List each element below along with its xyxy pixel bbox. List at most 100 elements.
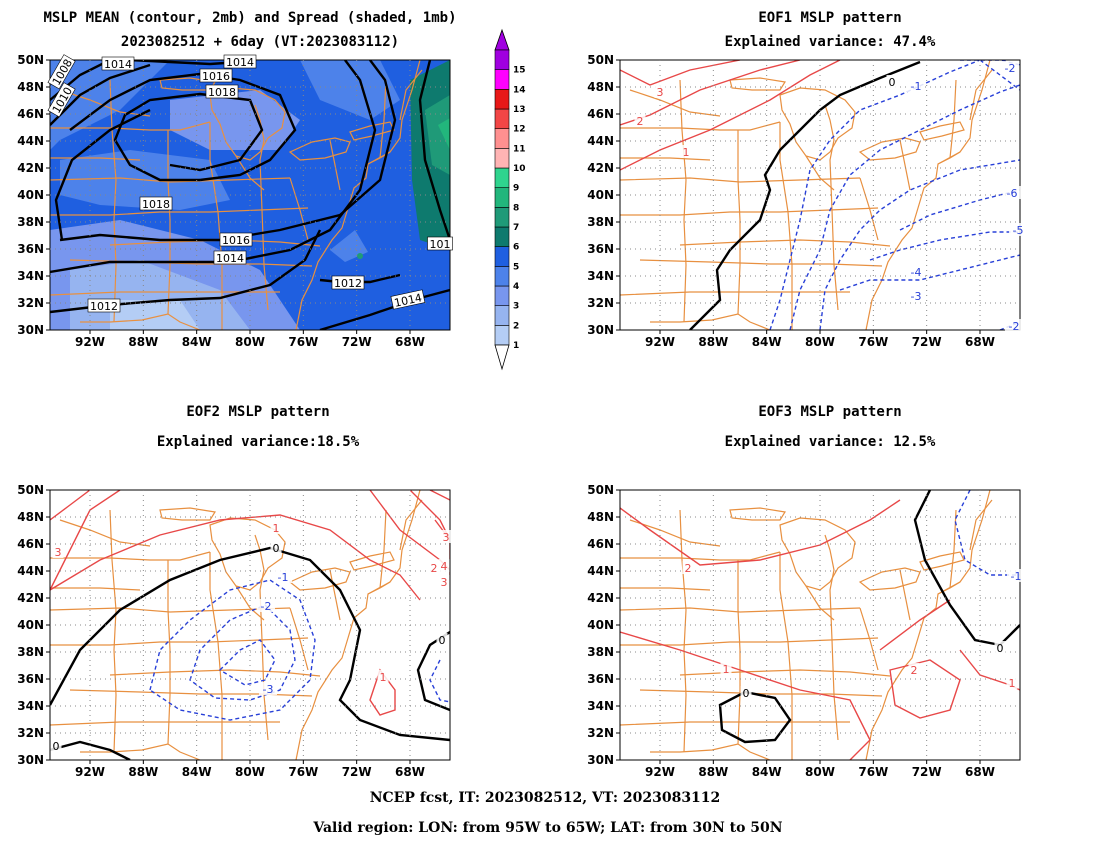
eof2-panel-title-1: EOF2 MSLP pattern bbox=[186, 404, 330, 420]
contour-label-text: -4 bbox=[911, 266, 922, 279]
mean-panel-title-2: 2023082512 + 6day (VT:2023083112) bbox=[120, 34, 400, 50]
lon-tick-label: 88W bbox=[128, 335, 158, 349]
colorbar-swatch bbox=[494, 128, 510, 149]
colorbar-level-label: 7 bbox=[513, 223, 519, 233]
contour-label: 0 bbox=[436, 633, 448, 647]
contour-label-text: -3 bbox=[911, 290, 922, 303]
colorbar-swatch bbox=[494, 187, 510, 208]
spread-shade-7 bbox=[357, 253, 363, 259]
lat-tick-label: 44N bbox=[17, 134, 44, 148]
colorbar-swatch bbox=[494, 246, 510, 267]
colorbar-swatch bbox=[494, 325, 510, 346]
colorbar-swatch bbox=[494, 266, 510, 287]
contour-label-text: 4 bbox=[441, 560, 448, 573]
lat-tick-label: 32N bbox=[587, 726, 614, 740]
contour-label-text: -6 bbox=[1007, 187, 1018, 200]
lat-tick-label: 44N bbox=[17, 564, 44, 578]
lon-tick-label: 92W bbox=[75, 335, 105, 349]
lat-tick-label: 34N bbox=[587, 699, 614, 713]
contour-label-text: 3 bbox=[657, 86, 664, 99]
spread-shade-1 bbox=[110, 300, 200, 330]
colorbar-swatch bbox=[494, 167, 510, 188]
lat-tick-label: 48N bbox=[587, 80, 614, 94]
contour-label-text: 3 bbox=[55, 546, 62, 559]
spread-shade-3 bbox=[170, 90, 300, 150]
colorbar-swatch bbox=[494, 89, 510, 110]
lat-tick-label: 50N bbox=[587, 53, 614, 67]
lat-tick-label: 46N bbox=[17, 107, 44, 121]
contour-label-text: 0 bbox=[273, 542, 280, 555]
lat-tick-label: 32N bbox=[17, 726, 44, 740]
colorbar-top-arrow bbox=[494, 28, 510, 51]
contour-label: 1 bbox=[377, 670, 389, 684]
contour-label-text: 3 bbox=[443, 531, 450, 544]
eof3-panel-title-2: Explained variance: 12.5% bbox=[724, 434, 936, 450]
contour-label: 2 bbox=[634, 114, 646, 128]
colorbar-level-label: 15 bbox=[513, 66, 526, 76]
spread-shade-8 bbox=[438, 118, 450, 150]
contour-label: 2 bbox=[428, 561, 440, 575]
contour-label-text: -2 bbox=[1009, 320, 1020, 333]
contour-label: -2 bbox=[1001, 61, 1019, 75]
lon-tick-label: 72W bbox=[342, 765, 372, 779]
contour-label: 0 bbox=[740, 686, 752, 700]
lon-tick-label: 84W bbox=[182, 335, 212, 349]
lat-tick-label: 40N bbox=[17, 618, 44, 632]
contour-label-text: 3 bbox=[441, 576, 448, 589]
lon-tick-label: 84W bbox=[182, 765, 212, 779]
lat-tick-label: 42N bbox=[17, 591, 44, 605]
lon-tick-label: 76W bbox=[858, 765, 888, 779]
contour-label: -2 bbox=[1005, 319, 1023, 333]
contour-label-text: -2 bbox=[261, 600, 272, 613]
contour-label: 1018 bbox=[205, 84, 239, 99]
lat-tick-label: 34N bbox=[17, 269, 44, 283]
lat-tick-label: 36N bbox=[587, 242, 614, 256]
colorbar-level-label: 5 bbox=[513, 262, 519, 272]
lon-tick-label: 68W bbox=[395, 765, 425, 779]
contour-label: 3 bbox=[52, 545, 64, 559]
contour-label-text: 1018 bbox=[142, 198, 170, 211]
footer-forecast-info: NCEP fcst, IT: 2023082512, VT: 202308311… bbox=[369, 790, 721, 806]
lat-tick-label: 48N bbox=[17, 510, 44, 524]
lon-tick-label: 84W bbox=[752, 335, 782, 349]
contour-label: 0 bbox=[270, 541, 282, 555]
contour-label-text: 1 bbox=[683, 146, 690, 159]
footer-valid-region: Valid region: LON: from 95W to 65W; LAT:… bbox=[313, 820, 783, 836]
contour-label: 1014 bbox=[101, 56, 135, 71]
contour-label-text: 1 bbox=[723, 663, 730, 676]
contour-label: 1014 bbox=[213, 250, 247, 265]
lat-tick-label: 40N bbox=[17, 188, 44, 202]
contour-label-text: 1016 bbox=[202, 70, 230, 83]
lat-tick-label: 30N bbox=[587, 753, 614, 767]
contour-label: 1018 bbox=[139, 196, 173, 211]
lat-tick-label: 46N bbox=[17, 537, 44, 551]
contour-label: 1 bbox=[680, 145, 692, 159]
colorbar-level-label: 13 bbox=[513, 105, 526, 115]
lon-tick-label: 92W bbox=[645, 335, 675, 349]
contour-label-text: 2 bbox=[431, 562, 438, 575]
spread-shade-4 bbox=[300, 60, 400, 120]
colorbar-swatch bbox=[494, 207, 510, 228]
contour-label: -3 bbox=[907, 289, 925, 303]
negative-contours bbox=[954, 490, 1020, 576]
colorbar-swatch bbox=[494, 69, 510, 90]
lat-tick-label: 36N bbox=[17, 672, 44, 686]
contour-label-text: 1012 bbox=[334, 277, 362, 290]
contour-label-text: 0 bbox=[439, 634, 446, 647]
lat-tick-label: 30N bbox=[587, 323, 614, 337]
contour-label: 2 bbox=[682, 561, 694, 575]
colorbar-level-label: 11 bbox=[513, 144, 526, 154]
colorbar-level-label: 1 bbox=[513, 341, 519, 351]
contour-label: 1 bbox=[720, 662, 732, 676]
eof3-panel-title-1: EOF3 MSLP pattern bbox=[758, 404, 902, 420]
lon-tick-label: 88W bbox=[698, 335, 728, 349]
contour-label-text: -1 bbox=[1011, 570, 1022, 583]
contour-label-text: 1 bbox=[380, 671, 387, 684]
lat-tick-label: 30N bbox=[17, 753, 44, 767]
contour-label: -1 bbox=[907, 79, 925, 93]
lon-tick-label: 92W bbox=[645, 765, 675, 779]
lon-tick-label: 84W bbox=[752, 765, 782, 779]
lon-tick-label: 68W bbox=[965, 335, 995, 349]
contour-label: 0 bbox=[994, 641, 1006, 655]
contour-label: -6 bbox=[1003, 186, 1021, 200]
